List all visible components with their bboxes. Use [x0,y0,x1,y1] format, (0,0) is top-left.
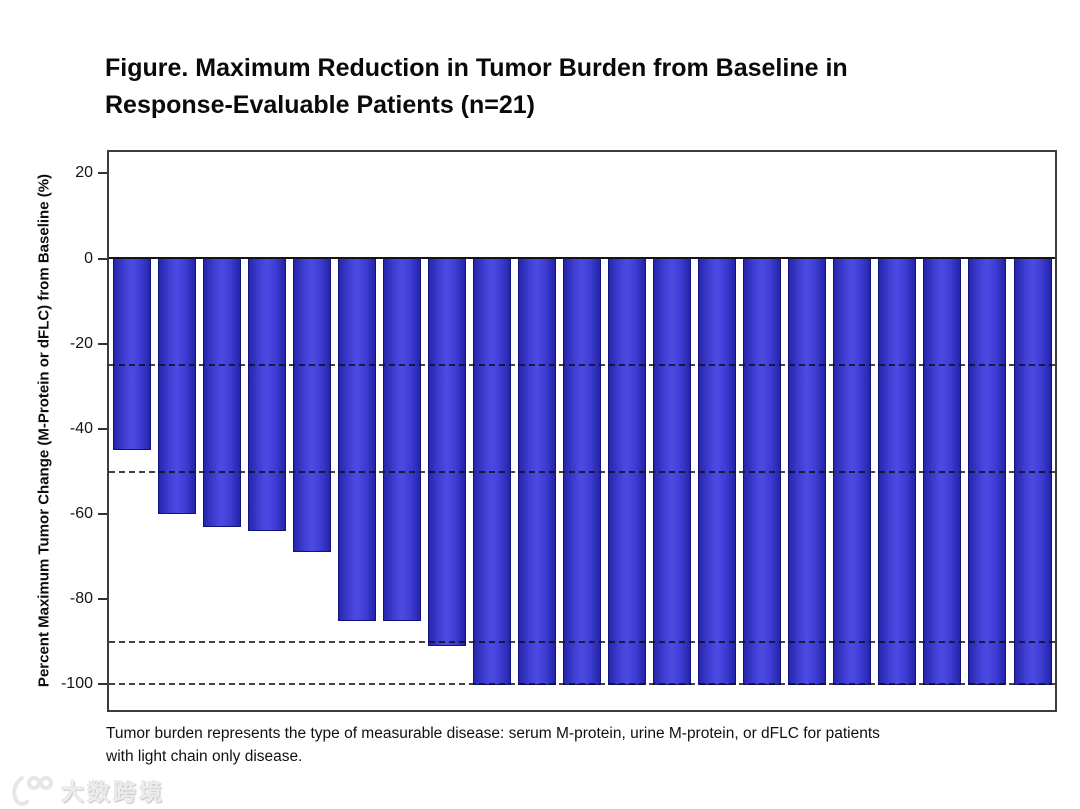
y-tick-mark-0 [98,258,107,260]
y-tick-label--40: -40 [33,419,93,438]
y-tick-label--20: -20 [33,334,93,353]
y-tick-mark--20 [98,343,107,345]
bar-patient-6 [338,259,376,621]
plot-area [107,150,1057,712]
y-tick-mark-20 [98,172,107,174]
reference-line--100 [109,683,1055,685]
y-tick-mark--100 [98,683,107,685]
y-tick-mark--40 [98,428,107,430]
watermark: 大数跨境 [8,773,165,807]
bar-patient-1 [113,259,151,451]
reference-line--50 [109,471,1055,473]
watermark-text: 大数跨境 [61,773,165,807]
y-tick-label-0: 0 [33,249,93,268]
y-tick-label--60: -60 [33,504,93,523]
footnote: Tumor burden represents the type of meas… [106,722,880,768]
footnote-line2: with light chain only disease. [106,745,880,768]
bar-patient-8 [428,259,466,647]
y-tick-mark--60 [98,513,107,515]
watermark-logo [8,774,54,806]
reference-line--25 [109,364,1055,366]
figure-title: Figure. Maximum Reduction in Tumor Burde… [105,50,1005,124]
bar-patient-3 [203,259,241,527]
y-tick-label--80: -80 [33,589,93,608]
figure-page: Figure. Maximum Reduction in Tumor Burde… [0,0,1080,809]
figure-title-line1: Figure. Maximum Reduction in Tumor Burde… [105,50,1005,87]
y-tick-mark--80 [98,598,107,600]
bar-patient-2 [158,259,196,515]
y-tick-label--100: -100 [33,674,93,693]
y-tick-label-20: 20 [33,163,93,182]
bar-patient-4 [248,259,286,532]
footnote-line1: Tumor burden represents the type of meas… [106,722,880,745]
bar-patient-7 [383,259,421,621]
bar-patient-5 [293,259,331,553]
reference-line--90 [109,641,1055,643]
y-axis-ticks: 20 0 -20 -40 -60 -80 -100 [0,152,107,710]
figure-title-line2: Response-Evaluable Patients (n=21) [105,87,1005,124]
zero-baseline [109,257,1055,259]
